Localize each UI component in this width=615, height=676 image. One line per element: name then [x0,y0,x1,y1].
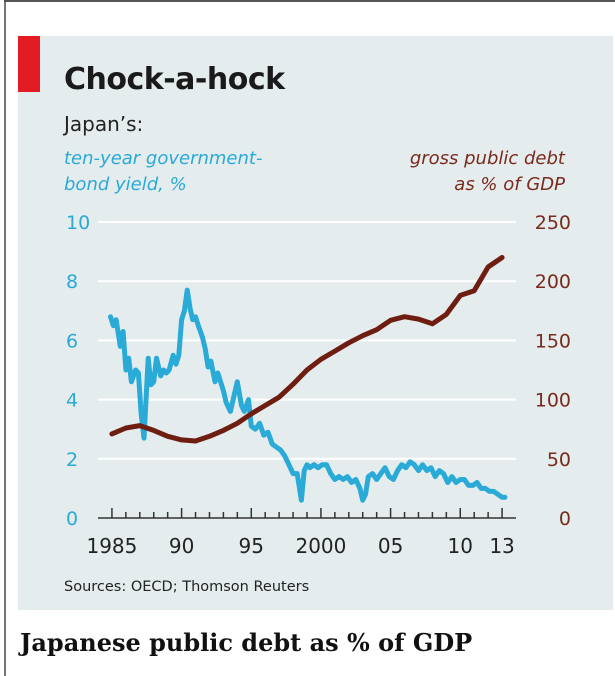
public-debt-series-line [109,255,505,444]
left-tick-label: 8 [66,271,78,293]
x-tick-label: 10 [448,534,473,558]
x-tick-label: 05 [378,534,403,558]
right-axis-label: gross public debt as % of GDP [410,146,565,198]
right-axis-label-line-1: gross public debt [409,148,565,169]
right-tick-label: 50 [547,449,571,471]
left-tick-label: 4 [66,390,78,412]
x-tick-label: 90 [169,534,194,558]
right-tick-label: 250 [535,212,571,234]
right-tick-label: 200 [535,271,571,293]
bond-yield-series-line [108,287,508,503]
right-tick-label: 150 [535,330,571,352]
chart-panel: Chock-a-hock Japan’s: ten-year governmen… [18,36,613,610]
x-tick-label: 2000 [295,534,346,558]
x-tick-label: 13 [489,534,514,558]
left-axis-label-line-1: ten-year government- [64,148,263,169]
x-tick-label: 1985 [86,534,137,558]
x-tick-label: 95 [239,534,264,558]
right-tick-label: 100 [535,390,571,412]
left-axis-label-line-2: bond yield, % [64,174,187,195]
left-tick-label: 10 [66,212,90,234]
chart-subtitle: Japan’s: [64,112,144,136]
page-caption: Japanese public debt as % of GDP [20,628,473,657]
left-axis-label: ten-year government- bond yield, % [64,146,262,198]
frame-left-border [4,0,6,676]
frame-top-border [4,0,615,2]
right-axis-label-line-2: as % of GDP [454,174,565,195]
chart-source: Sources: OECD; Thomson Reuters [64,579,310,595]
right-tick-label: 0 [559,508,571,530]
chart-title: Chock-a-hock [64,62,285,97]
left-tick-label: 2 [66,449,78,471]
left-tick-label: 6 [66,330,78,352]
brand-red-tab [18,36,40,92]
left-tick-label: 0 [66,508,78,530]
